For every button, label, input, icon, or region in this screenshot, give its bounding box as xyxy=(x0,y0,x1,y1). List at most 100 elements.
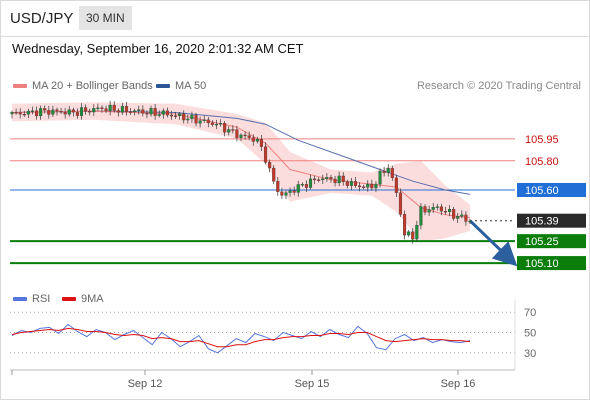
level-badge-105-10 xyxy=(517,256,586,271)
timeframe-button[interactable]: 30 MIN xyxy=(79,6,132,30)
candle-body xyxy=(407,231,411,236)
candle-body xyxy=(186,118,190,121)
candle-body xyxy=(161,110,165,115)
candle-body xyxy=(157,114,161,116)
candle-body xyxy=(210,122,214,125)
candle-body xyxy=(460,214,464,217)
candle-body xyxy=(452,209,456,219)
candle-body xyxy=(435,206,439,208)
candle-body xyxy=(22,113,26,116)
candle-body xyxy=(235,129,239,138)
candle-body xyxy=(366,183,370,188)
candle-body xyxy=(419,206,423,226)
candle-body xyxy=(79,107,84,116)
candle-body xyxy=(223,123,227,133)
candle-body xyxy=(345,181,349,186)
candle-body xyxy=(153,108,157,116)
candle-body xyxy=(448,209,452,213)
candle-body xyxy=(415,225,419,240)
level-label-105-39: 105.39 xyxy=(525,216,559,228)
pair-title: USD/JPY xyxy=(10,10,74,27)
level-labels-layer: 105.95 105.80 105.60 105.39 105.25 105.10 xyxy=(517,134,586,271)
candle-body xyxy=(296,184,300,193)
candle-body xyxy=(14,112,18,114)
rsi-series-rsi xyxy=(11,323,471,354)
candle-body xyxy=(67,109,71,115)
candle-body xyxy=(55,109,59,112)
candle-body xyxy=(75,112,79,116)
candle-body xyxy=(468,220,472,223)
candle-body xyxy=(276,181,280,192)
candle-body xyxy=(116,110,120,113)
x-tick-label: Sep 12 xyxy=(128,378,163,390)
candle-body xyxy=(251,137,255,142)
candle-body xyxy=(26,110,30,115)
level-label-105-95: 105.95 xyxy=(525,134,559,146)
candle-body xyxy=(243,134,247,137)
candle-body xyxy=(194,114,198,124)
rsi-swatch xyxy=(13,297,27,301)
legend-9ma-label: 9MA xyxy=(81,293,104,305)
candle-body xyxy=(129,111,133,113)
candle-body xyxy=(174,115,178,117)
candle-body xyxy=(227,129,231,133)
candle-body xyxy=(288,190,292,193)
credit-text: Research © 2020 Trading Central xyxy=(416,80,581,92)
candle-body xyxy=(268,162,272,169)
legend-9ma: 9MA xyxy=(62,293,104,305)
candle-body xyxy=(280,191,284,196)
candle-body xyxy=(362,186,366,188)
candle-body xyxy=(145,113,149,115)
rsi-tick-30: 30 xyxy=(524,348,536,360)
candle-body xyxy=(84,107,88,112)
rsi-series-9ma xyxy=(11,327,471,348)
candle-body xyxy=(292,190,296,193)
candle-body xyxy=(353,181,358,186)
candle-body xyxy=(263,146,268,163)
legend-ma50: MA 50 xyxy=(156,80,206,92)
candle-body xyxy=(231,129,235,131)
candle-body xyxy=(100,107,104,109)
candle-body xyxy=(313,178,317,181)
rsi-chart: 70 50 30 Sep 12 Sep 15 Sep 16 xyxy=(10,300,536,390)
level-label-105-25: 105.25 xyxy=(525,236,559,248)
candle-body xyxy=(370,183,374,189)
candle-body xyxy=(63,112,67,115)
candle-body xyxy=(219,123,223,125)
x-tick-label: Sep 16 xyxy=(441,378,476,390)
ma20-swatch xyxy=(13,84,27,88)
candle-body xyxy=(284,192,288,196)
legend-ma20: MA 20 + Bollinger Bands xyxy=(13,80,153,92)
x-tick-label: Sep 15 xyxy=(295,378,330,390)
candle-body xyxy=(423,206,427,213)
level-label-105-80: 105.80 xyxy=(525,156,559,168)
candle-body xyxy=(104,108,108,112)
header-bar: USD/JPY 30 MIN xyxy=(0,0,590,37)
candle-body xyxy=(308,178,313,188)
rsi-tick-50: 50 xyxy=(524,328,536,340)
candle-body xyxy=(337,175,341,184)
legend-ma50-label: MA 50 xyxy=(175,80,207,92)
candle-body xyxy=(182,113,186,121)
candle-body xyxy=(88,111,92,113)
candle-body xyxy=(239,134,243,138)
candle-body xyxy=(120,106,124,113)
candle-body xyxy=(403,214,407,236)
candle-body xyxy=(34,110,39,117)
candle-body xyxy=(178,113,182,116)
candles-layer xyxy=(10,100,472,244)
candle-body xyxy=(71,109,75,113)
candle-body xyxy=(300,184,304,186)
candle-body xyxy=(378,170,382,185)
level-badge-105-60 xyxy=(517,183,586,197)
candle-body xyxy=(206,119,210,124)
level-label-105-60: 105.60 xyxy=(525,185,559,197)
candle-body xyxy=(390,168,394,178)
candle-body xyxy=(165,110,169,116)
candle-body xyxy=(398,192,403,215)
candle-body xyxy=(59,110,63,113)
legend-rsi-label: RSI xyxy=(32,293,51,305)
level-badge-105-39 xyxy=(517,213,586,228)
candle-body xyxy=(394,177,398,193)
candle-body xyxy=(341,175,345,182)
